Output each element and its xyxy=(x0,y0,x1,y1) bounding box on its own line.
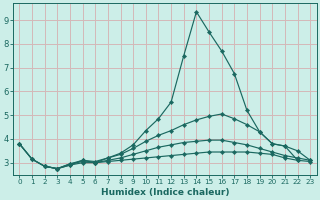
X-axis label: Humidex (Indice chaleur): Humidex (Indice chaleur) xyxy=(100,188,229,197)
